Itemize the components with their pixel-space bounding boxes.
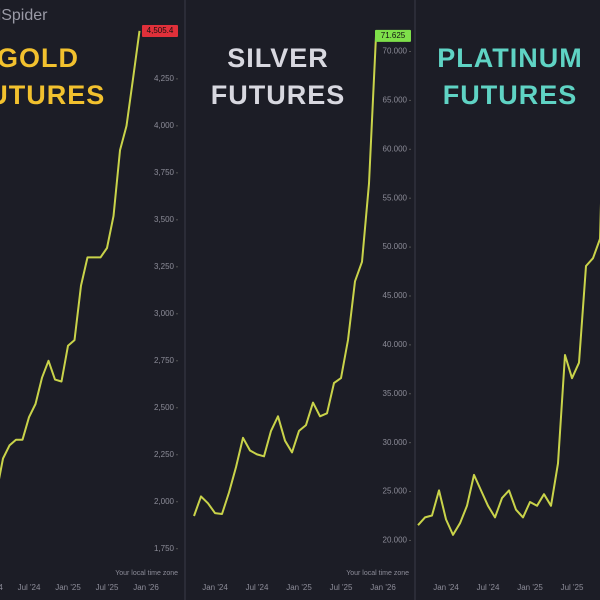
y-tick-label: 3,750 [154, 168, 175, 177]
chart-panel: 1,750 2,000 2,250 2,500 2,750 3,000 3,250 3,500… [0, 24, 178, 592]
x-tick-label: Jul '25 [561, 583, 584, 592]
chart-title: FUTURES [443, 80, 578, 110]
y-tick-label: 1,750 [154, 544, 175, 553]
chart-panel: 20.000 25.000 30.000 35.000 40.000 45.000 50.0… [193, 29, 411, 592]
y-tick-label: 65.000 [383, 96, 408, 105]
y-tick-label: 35.000 [383, 389, 408, 398]
time-zone-note: Your local time zone [115, 570, 178, 577]
y-tick-label: 50.000 [383, 242, 408, 251]
chart-panel: Jan '24 Jul '24 Jan '25 Jul '25 PLATINUM FUTU… [417, 43, 600, 592]
x-tick-label: Jul '24 [477, 583, 500, 592]
price-line [417, 202, 600, 536]
x-tick-label: Jan '25 [55, 583, 81, 592]
price-line [0, 30, 141, 480]
time-zone-note: Your local time zone [346, 570, 409, 577]
x-tick-label: Jan '26 [133, 583, 159, 592]
x-tick-label: Jan '24 [433, 583, 459, 592]
y-tick-label: 2,000 [154, 497, 175, 506]
y-tick-label: 2,500 [154, 403, 175, 412]
x-tick-label: Jul '24 [246, 583, 269, 592]
y-tick-label: 60.000 [383, 144, 408, 153]
price-tag-label: 4,505.4 [147, 26, 174, 35]
x-tick-label: Jan '25 [517, 583, 543, 592]
y-tick-label: 40.000 [383, 340, 408, 349]
y-tick-label: 2,250 [154, 450, 175, 459]
y-tick-label: 2,750 [154, 356, 175, 365]
x-tick-label: Jul '25 [330, 583, 353, 592]
y-tick-label: 70.000 [383, 47, 408, 56]
y-tick-label: 30.000 [383, 438, 408, 447]
chart-title: GOLD [0, 43, 79, 73]
x-tick-label: Jan '24 [0, 583, 3, 592]
x-tick-label: Jan '26 [370, 583, 396, 592]
chart-title: FUTURES [211, 80, 346, 110]
price-line [193, 35, 377, 517]
watermark: TrendSpider [0, 7, 48, 24]
chart-title: SILVER [227, 43, 329, 73]
x-tick-label: Jul '24 [18, 583, 41, 592]
y-tick-label: 55.000 [383, 193, 408, 202]
x-tick-label: Jan '24 [202, 583, 228, 592]
y-tick-label: 3,000 [154, 309, 175, 318]
price-tag [142, 24, 178, 37]
chart-title: FUTURES [0, 80, 105, 110]
y-tick-label: 4,250 [154, 74, 175, 83]
x-tick-label: Jul '25 [96, 583, 119, 592]
chart-title: PLATINUM [437, 43, 582, 73]
price-tag [375, 29, 411, 42]
y-tick-label: 3,500 [154, 215, 175, 224]
y-tick-label: 20.000 [383, 536, 408, 545]
y-tick-label: 3,250 [154, 262, 175, 271]
y-tick-label: 4,000 [154, 121, 175, 130]
y-tick-label: 45.000 [383, 291, 408, 300]
y-tick-label: 25.000 [383, 487, 408, 496]
x-tick-label: Jan '25 [286, 583, 312, 592]
price-tag-label: 71.625 [381, 31, 406, 40]
